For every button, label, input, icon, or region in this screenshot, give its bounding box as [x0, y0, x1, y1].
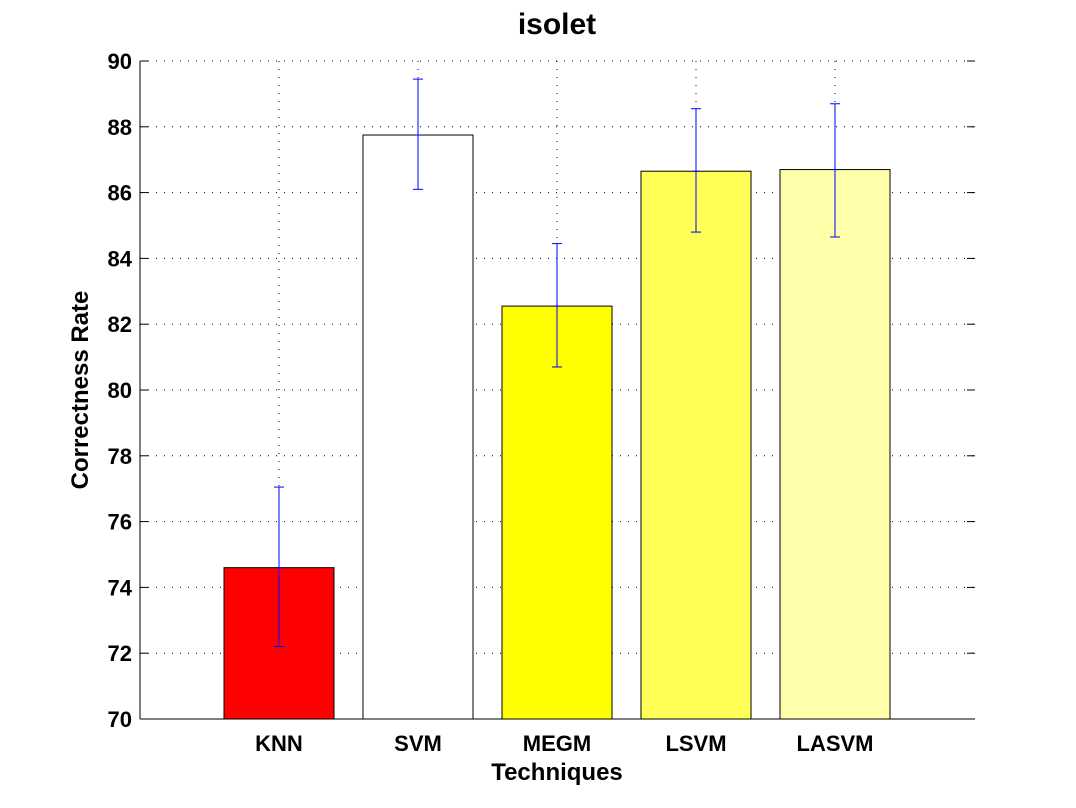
y-tick-label: 74 [108, 575, 133, 600]
y-tick-label: 82 [108, 312, 132, 337]
bar-lasvm [779, 169, 891, 720]
y-tick-label: 86 [108, 181, 132, 206]
axes [139, 60, 975, 720]
bar-megm [501, 305, 613, 720]
y-tick-label: 78 [108, 444, 132, 469]
bar-svm [362, 134, 474, 720]
x-tick-label: SVM [394, 731, 442, 756]
y-tick-label: 90 [108, 49, 132, 74]
x-tick-label: MEGM [523, 731, 591, 756]
y-tick-labels: 70 72 74 76 78 80 82 84 86 88 90 [108, 49, 133, 732]
x-tick-label: LASVM [797, 731, 874, 756]
x-tick-label: KNN [255, 731, 303, 756]
bar-lsvm [640, 170, 752, 720]
y-tick-label: 72 [108, 641, 132, 666]
bars [223, 134, 891, 720]
chart-title: isolet [518, 8, 596, 41]
x-axis-label: Techniques [491, 759, 623, 786]
y-tick-label: 80 [108, 378, 132, 403]
x-tick-labels: KNN SVM MEGM LSVM LASVM [255, 731, 873, 756]
error-bars [274, 78, 840, 648]
y-tick-label: 76 [108, 510, 132, 535]
x-tick-label: LSVM [665, 731, 726, 756]
y-tick-label: 70 [108, 707, 132, 732]
y-tick-label: 84 [108, 246, 133, 271]
y-tick-label: 88 [108, 115, 132, 140]
y-axis-label: Correctness Rate [67, 291, 94, 490]
